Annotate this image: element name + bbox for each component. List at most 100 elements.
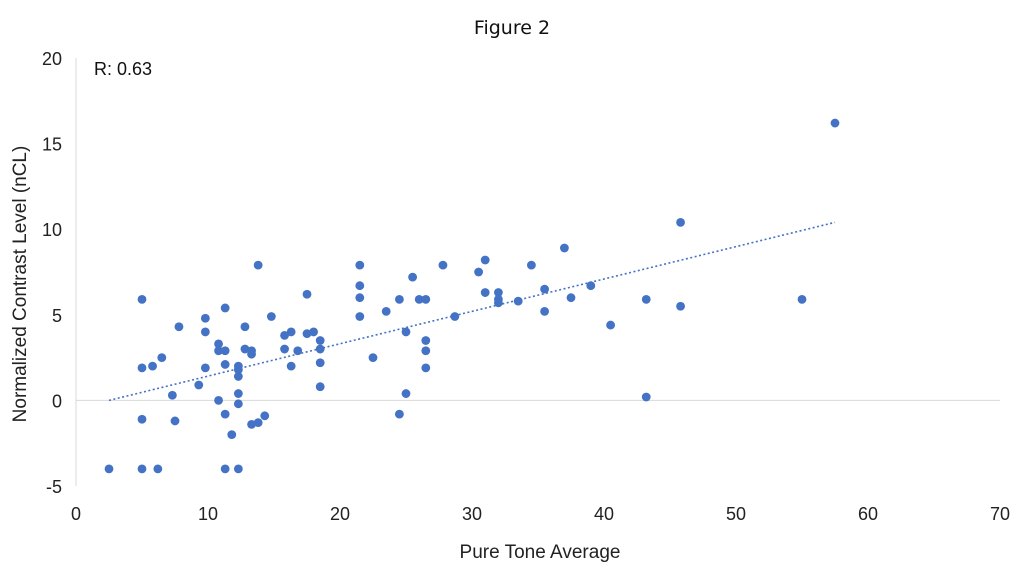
data-point [220, 464, 230, 474]
data-point [641, 294, 651, 304]
data-point [494, 288, 503, 297]
data-point [200, 313, 210, 323]
data-point [355, 260, 365, 270]
data-point [315, 382, 325, 392]
data-point [586, 281, 596, 291]
data-point [220, 360, 230, 369]
data-point [355, 293, 365, 303]
data-point [227, 430, 237, 440]
data-point [830, 118, 840, 128]
data-point [315, 336, 325, 345]
trendline-line [108, 221, 836, 402]
data-point [293, 346, 303, 356]
data-point [247, 419, 256, 429]
data-point [240, 344, 250, 354]
data-point [401, 327, 411, 337]
x-tick-label: 50 [726, 504, 746, 524]
data-point [220, 346, 230, 356]
data-point [302, 329, 312, 339]
data-point [302, 289, 312, 299]
data-point [174, 322, 184, 332]
data-point [494, 298, 503, 308]
y-axis-title: Normalized Contrast Level (nCL) [10, 146, 31, 423]
trendline [108, 221, 836, 402]
data-point [421, 336, 431, 345]
data-point [480, 255, 490, 265]
data-point [233, 399, 243, 409]
data-point [401, 389, 411, 398]
data-point [233, 365, 243, 374]
x-tick-label: 20 [330, 504, 350, 524]
data-point [315, 344, 325, 354]
data-point [280, 330, 289, 340]
x-tick-label: 30 [462, 504, 482, 524]
correlation-annotation: R: 0.63 [94, 59, 152, 79]
data-point [381, 306, 391, 316]
data-point [148, 361, 157, 371]
y-tick-label: 5 [52, 306, 62, 326]
data-point [220, 303, 230, 313]
data-point [676, 301, 685, 311]
data-point [220, 409, 230, 419]
data-point [247, 349, 256, 359]
data-point [450, 312, 460, 321]
data-point [286, 361, 296, 371]
data-point [200, 363, 210, 373]
data-point [286, 327, 296, 337]
data-point [421, 294, 431, 304]
data-point [395, 294, 404, 304]
data-point [137, 464, 147, 474]
data-point [170, 416, 180, 426]
x-tick-label: 40 [594, 504, 614, 524]
data-point [153, 464, 163, 474]
y-tick-label: 20 [42, 49, 62, 69]
x-axis-title: Pure Tone Average [460, 542, 621, 563]
data-point [606, 320, 615, 330]
data-point [233, 372, 243, 381]
x-tick-label: 60 [858, 504, 878, 524]
data-point [797, 294, 807, 304]
y-tick-label: 15 [42, 135, 62, 155]
data-point [408, 272, 417, 282]
tick-labels: -5 0 5 10 15 20 0 10 20 30 40 50 60 70 [42, 49, 1010, 524]
data-point [214, 396, 223, 405]
data-point [280, 344, 289, 354]
data-point [527, 260, 536, 270]
data-point [414, 294, 424, 304]
data-point [560, 243, 569, 253]
data-point [315, 358, 325, 368]
data-point [200, 327, 210, 337]
data-point [355, 312, 365, 321]
data-point [137, 363, 147, 373]
data-point [253, 260, 263, 270]
data-point [368, 353, 378, 362]
y-tick-label: -5 [46, 477, 62, 497]
data-point [676, 217, 685, 227]
data-points [104, 118, 840, 474]
data-point [260, 411, 270, 421]
data-point [474, 267, 483, 277]
data-point [194, 380, 204, 390]
data-point [167, 390, 177, 400]
data-point [421, 363, 431, 373]
data-point [137, 414, 147, 424]
data-point [566, 293, 576, 303]
data-point [104, 464, 114, 474]
data-point [540, 284, 549, 294]
x-tick-label: 10 [198, 504, 218, 524]
data-point [214, 339, 223, 349]
chart-title: Figure 2 [474, 17, 550, 39]
data-point [233, 389, 243, 398]
data-point [641, 392, 651, 402]
data-point [214, 346, 223, 356]
data-point [253, 418, 263, 428]
x-tick-label: 0 [71, 504, 81, 524]
data-point [240, 322, 250, 332]
data-point [137, 294, 147, 304]
data-point [266, 312, 276, 321]
data-point [355, 281, 365, 291]
x-tick-label: 70 [990, 504, 1010, 524]
data-point [513, 296, 523, 306]
data-point [421, 346, 431, 356]
